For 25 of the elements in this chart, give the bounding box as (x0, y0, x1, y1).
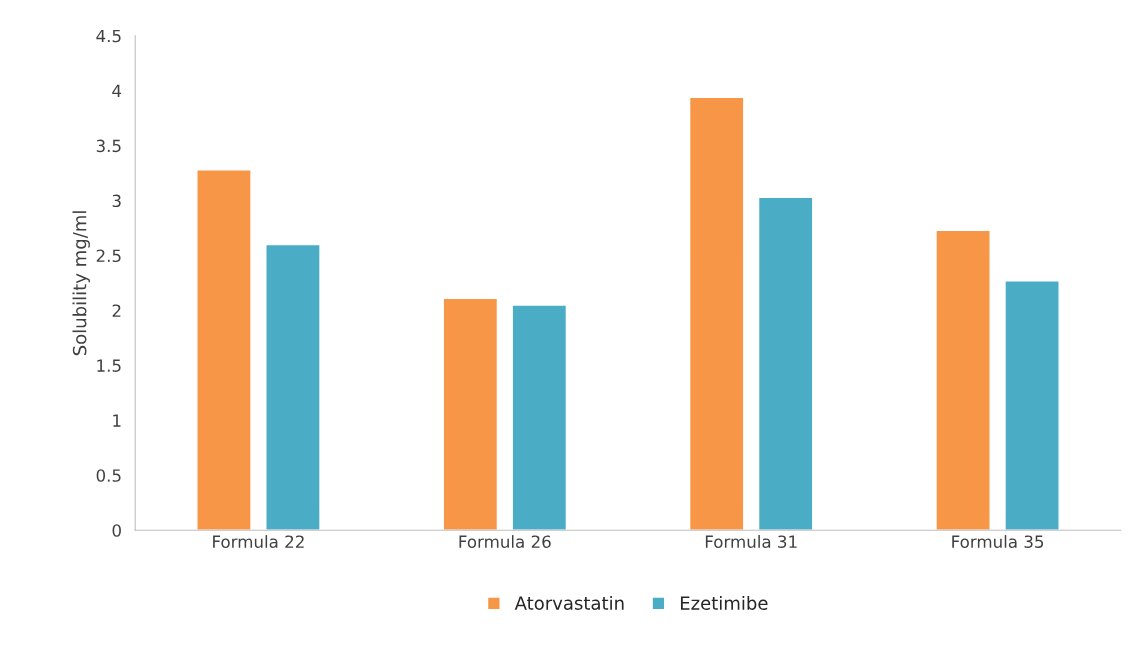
bar (688, 96, 745, 531)
x-tick-label: Formula 31 (705, 535, 797, 548)
bar (196, 169, 252, 531)
x-tick-label: Formula 22 (213, 535, 304, 548)
legend-label: Ezetimibe (680, 595, 768, 610)
bar (442, 297, 499, 531)
y-tick-label: 4.5 (96, 29, 121, 43)
y-tick-label: 4 (112, 84, 122, 97)
x-tick-label: Formula 26 (459, 535, 551, 548)
y-tick-label: 3.5 (96, 139, 121, 153)
y-tick-label: 1 (113, 414, 121, 427)
bar (265, 243, 321, 531)
bar (1004, 280, 1060, 531)
x-tick-label: Formula 35 (952, 535, 1044, 548)
y-tick-label: 2.5 (96, 249, 121, 263)
y-tick-label: 1.5 (97, 359, 121, 372)
bar (935, 229, 991, 531)
y-tick-label: 3 (112, 194, 121, 208)
bar (757, 196, 814, 531)
bar (511, 304, 568, 531)
y-tick-label: 0.5 (96, 469, 121, 482)
legend-label: Atorvastatin (514, 595, 624, 610)
y-axis-title: Solubility mg/ml (72, 211, 90, 356)
y-tick-label: 0 (112, 524, 121, 537)
y-tick-label: 2 (112, 304, 121, 317)
